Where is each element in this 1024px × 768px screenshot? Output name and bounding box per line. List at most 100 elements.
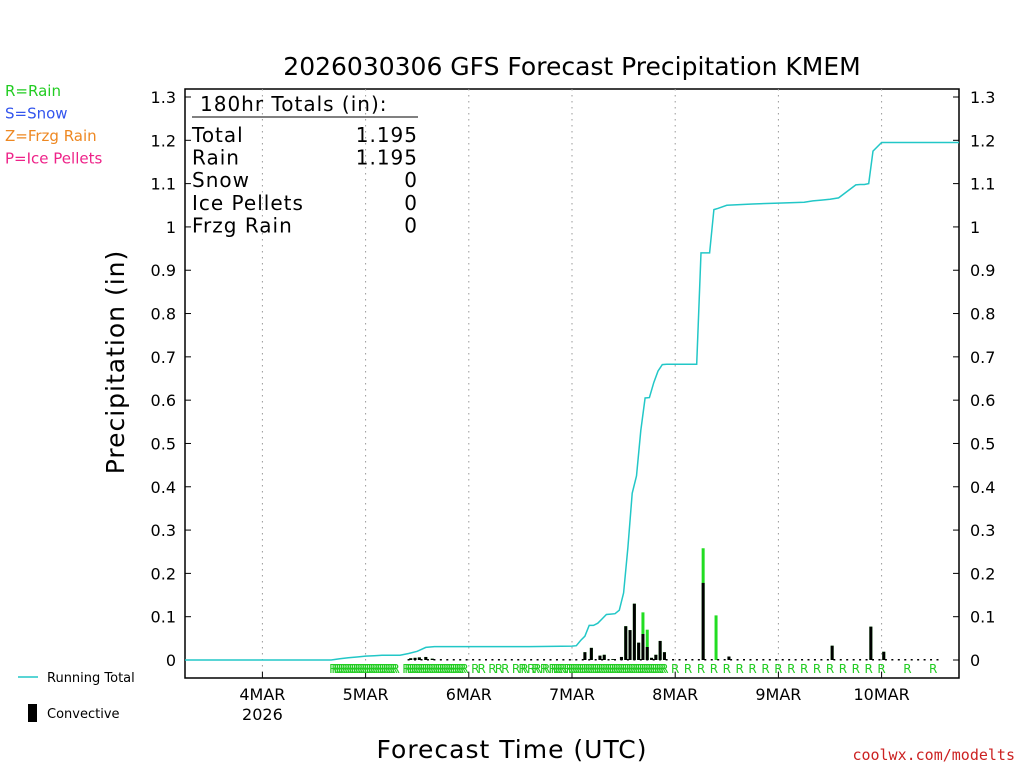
trace-mark <box>407 659 410 661</box>
rain-marker: R <box>650 662 658 676</box>
trace-mark <box>781 659 784 661</box>
precip-type-legend-item: Z=Frzg Rain <box>5 127 97 145</box>
rain-marker: R <box>428 662 436 676</box>
rain-marker: R <box>404 662 412 676</box>
rain-marker: R <box>634 662 642 676</box>
y-tick-label-left: 0.4 <box>151 478 176 497</box>
trace-mark <box>530 659 533 661</box>
y-axis-label: Precipitation (in) <box>101 250 130 475</box>
trace-mark <box>917 659 920 661</box>
convective-bar <box>727 656 731 660</box>
rain-marker: R <box>723 662 731 676</box>
rain-marker: R <box>359 662 367 676</box>
rain-marker: R <box>458 662 466 676</box>
rain-marker: R <box>594 662 602 676</box>
y-tick-label-right: 1.3 <box>970 88 995 107</box>
rain-marker: R <box>624 662 632 676</box>
trace-mark <box>426 659 429 661</box>
trace-mark <box>736 659 739 661</box>
totals-row-value: 0 <box>404 213 418 237</box>
totals-box: 180hr Totals (in): Total 1.195 Rain 1.195 Sno… <box>191 92 418 237</box>
rain-marker: R <box>447 662 455 676</box>
rain-marker: R <box>774 662 782 676</box>
running-total-line <box>185 141 959 661</box>
totals-row-value: 0 <box>404 191 418 215</box>
trace-mark <box>768 659 771 661</box>
rain-marker: R <box>613 662 621 676</box>
rain-marker: R <box>392 662 400 676</box>
rain-marker: R <box>697 662 705 676</box>
y-tick-label-right: 0.5 <box>970 434 995 453</box>
rain-marker: R <box>407 662 415 676</box>
rain-marker: R <box>596 662 604 676</box>
x-tick-label: 7MAR <box>549 685 595 704</box>
rain-marker: R <box>598 662 606 676</box>
trace-mark <box>878 659 881 661</box>
y-tick-label-right: 0.8 <box>970 305 995 324</box>
rain-marker: R <box>370 662 378 676</box>
x-tick-year: 2026 <box>242 705 283 724</box>
rain-marker: R <box>826 662 834 676</box>
rain-marker: R <box>600 662 608 676</box>
convective-bar <box>624 626 628 660</box>
y-tick-label-left: 1 <box>166 218 176 237</box>
rain-marker: R <box>413 662 421 676</box>
trace-mark <box>872 659 874 661</box>
rain-marker: R <box>630 662 638 676</box>
convective-bar <box>882 651 886 660</box>
trace-mark <box>730 659 733 661</box>
totals-row-label: Snow <box>192 168 250 192</box>
rain-marker: R <box>877 662 885 676</box>
trace-mark <box>652 659 655 661</box>
rain-marker: R <box>439 662 447 676</box>
trace-mark <box>788 659 791 661</box>
precip-bar <box>714 615 718 660</box>
trace-mark <box>743 659 745 661</box>
trace-mark <box>420 659 423 661</box>
y-tick-label-left: 0.1 <box>151 608 176 627</box>
rain-marker: R <box>389 662 397 676</box>
rain-marker: R <box>647 662 655 676</box>
convective-bar <box>641 634 645 660</box>
trace-mark <box>543 659 546 661</box>
trace-mark <box>833 659 836 661</box>
totals-row-value: 0 <box>404 168 418 192</box>
rain-marker: R <box>609 662 617 676</box>
trace-mark <box>594 659 597 661</box>
convective-bar <box>869 626 873 660</box>
rain-marker: R <box>645 662 653 676</box>
rain-marker: R <box>437 662 445 676</box>
trace-mark <box>504 659 507 661</box>
chart-title: 2026030306 GFS Forecast Precipitation KM… <box>283 52 860 81</box>
y-tick-label-right: 0.4 <box>970 478 995 497</box>
rain-marker: R <box>342 662 350 676</box>
rain-marker: R <box>336 662 344 676</box>
rain-marker: R <box>800 662 808 676</box>
rain-marker: R <box>531 662 539 676</box>
rain-marker: R <box>583 662 591 676</box>
rain-marker: R <box>903 662 911 676</box>
y-tick-label-left: 0.8 <box>151 305 176 324</box>
convective-bar <box>589 647 593 660</box>
rain-marker: R <box>542 662 550 676</box>
trace-mark <box>710 659 713 661</box>
rain-marker: R <box>654 662 662 676</box>
rain-marker: R <box>338 662 346 676</box>
rain-marker: R <box>518 662 526 676</box>
rain-marker: R <box>426 662 434 676</box>
rain-marker: R <box>576 662 584 676</box>
rain-marker: R <box>333 662 341 676</box>
trace-mark <box>891 659 894 661</box>
y-tick-label-right: 0.6 <box>970 391 995 410</box>
rain-marker: R <box>430 662 438 676</box>
trace-mark <box>904 659 907 661</box>
trace-mark <box>472 659 475 661</box>
trace-mark <box>639 659 642 661</box>
trace-mark <box>568 659 571 661</box>
rain-marker: R <box>353 662 361 676</box>
trace-mark <box>749 659 752 661</box>
trace-mark <box>646 659 649 661</box>
rain-marker: R <box>417 662 425 676</box>
trace-mark <box>910 659 913 661</box>
